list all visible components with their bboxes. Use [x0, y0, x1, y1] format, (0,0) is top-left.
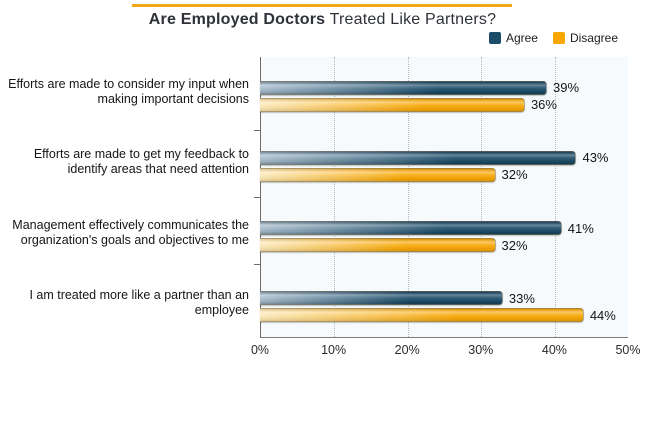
- gridline-20pct: [407, 57, 409, 337]
- bar-value-label: 33%: [508, 290, 535, 306]
- bar-value-label: 32%: [501, 167, 528, 183]
- disagree-bar-row: 36%: [260, 97, 628, 113]
- x-tick-label: 20%: [394, 343, 420, 357]
- disagree-bar-row: 32%: [260, 237, 628, 253]
- legend-item-agree: Agree: [488, 31, 538, 45]
- disagree-bar: [260, 97, 525, 112]
- agree-bar-row: 41%: [260, 220, 628, 236]
- x-tick-label: 0%: [250, 343, 270, 357]
- bar-pair: 43% 32%: [260, 150, 628, 183]
- agree-bar-row: 39%: [260, 80, 628, 96]
- agree-bar: [260, 291, 503, 306]
- agree-swatch-icon: [488, 32, 501, 44]
- disagree-bar-row: 32%: [260, 167, 628, 183]
- bar-pair: 41% 32%: [260, 220, 628, 253]
- agree-bar-row: 43%: [260, 150, 628, 166]
- bar-pair: 33% 44%: [260, 290, 628, 323]
- category-group-3: Management effectively communicates the …: [0, 198, 628, 268]
- category-group-4: I am treated more like a partner than an…: [0, 268, 628, 338]
- disagree-bar: [260, 308, 584, 323]
- agree-bar: [260, 221, 562, 236]
- bar-groups: Efforts are made to consider my input wh…: [0, 57, 628, 338]
- bar-value-label: 39%: [553, 80, 580, 96]
- y-axis-tick: [254, 264, 261, 266]
- bar-value-label: 44%: [589, 307, 616, 323]
- category-label: Efforts are made to consider my input wh…: [8, 77, 249, 107]
- legend-label-agree: Agree: [505, 31, 538, 45]
- category-group-2: Efforts are made to get my feedback to i…: [0, 127, 628, 197]
- legend-item-disagree: Disagree: [552, 31, 618, 45]
- chart-title: Are Employed Doctors Treated Like Partne…: [0, 11, 645, 29]
- category-label: Management effectively communicates the …: [12, 217, 249, 247]
- gridline-10pct: [334, 57, 336, 337]
- x-tick-label: 30%: [468, 343, 494, 357]
- legend: Agree Disagree: [488, 31, 618, 45]
- bar-value-label: 36%: [530, 97, 557, 113]
- x-tick-label: 10%: [321, 343, 347, 357]
- x-axis: 0% 10% 20% 30% 40% 50%: [251, 343, 641, 359]
- chart-title-bold: Are Employed Doctors: [148, 11, 326, 28]
- category-group-1: Efforts are made to consider my input wh…: [0, 57, 628, 127]
- chart-title-regular: Treated Like Partners?: [325, 11, 497, 28]
- bar-pair: 39% 36%: [260, 80, 628, 113]
- category-label: Efforts are made to get my feedback to i…: [33, 147, 249, 177]
- x-tick-label: 50%: [615, 343, 641, 357]
- disagree-bar: [260, 238, 496, 253]
- bar-value-label: 43%: [582, 150, 609, 166]
- agree-bar: [260, 150, 577, 165]
- disagree-bar: [260, 167, 496, 182]
- agree-bar: [260, 80, 548, 95]
- category-label: I am treated more like a partner than an…: [29, 287, 249, 317]
- x-tick-label: 40%: [541, 343, 567, 357]
- gridline-30pct: [481, 57, 483, 337]
- accent-divider: [132, 4, 512, 7]
- y-axis-tick: [254, 129, 261, 131]
- disagree-bar-row: 44%: [260, 307, 628, 323]
- disagree-swatch-icon: [552, 32, 565, 44]
- bar-value-label: 41%: [567, 220, 594, 236]
- legend-label-disagree: Disagree: [569, 31, 618, 45]
- bar-value-label: 32%: [501, 237, 528, 253]
- y-axis-tick: [254, 197, 261, 198]
- agree-bar-row: 33%: [260, 290, 628, 306]
- gridline-40pct: [554, 57, 556, 337]
